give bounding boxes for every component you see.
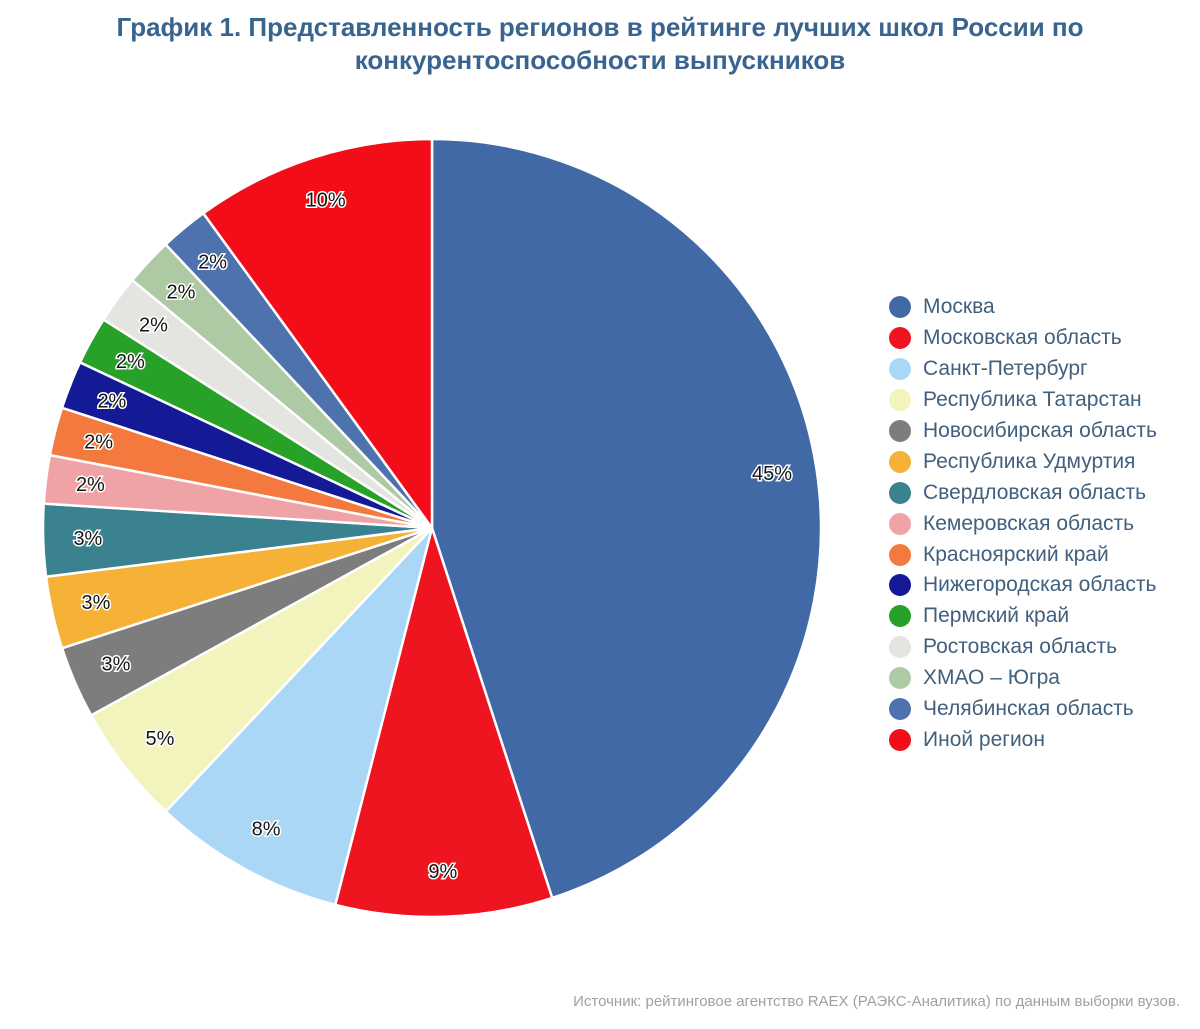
legend-item: Ростовская область	[889, 632, 1157, 663]
legend-swatch	[889, 636, 911, 659]
legend-label: Ростовская область	[923, 635, 1118, 659]
legend-item: Кемеровская область	[889, 508, 1157, 539]
legend-label: Республика Татарстан	[923, 388, 1142, 412]
pie-slice-label: 2%	[116, 351, 145, 373]
pie-slice-label: 3%	[82, 592, 111, 614]
pie-slice-label: 9%	[428, 861, 457, 883]
pie-slice-label: 2%	[76, 474, 105, 496]
legend-label: Свердловская область	[923, 480, 1147, 504]
pie-slice-label: 3%	[102, 654, 131, 676]
legend-swatch	[889, 296, 911, 319]
legend-label: Кемеровская область	[923, 511, 1135, 535]
legend-swatch	[889, 698, 911, 721]
pie-slice-label: 2%	[97, 390, 126, 412]
chart-title: График 1. Представленность регионов в ре…	[116, 12, 1084, 75]
legend-item: Нижегородская область	[889, 570, 1157, 601]
legend-item: Пермский край	[889, 601, 1157, 632]
legend-label: Санкт-Петербург	[923, 357, 1088, 381]
legend-item: ХМАО – Югра	[889, 663, 1157, 694]
legend-label: Челябинская область	[923, 697, 1134, 721]
pie-chart: 45%9%8%5%3%3%3%2%2%2%2%2%2%2%10%	[41, 137, 823, 919]
legend-item: Красноярский край	[889, 539, 1157, 570]
legend-swatch	[889, 728, 911, 751]
legend-swatch	[889, 543, 911, 566]
legend-swatch	[889, 574, 911, 597]
legend-swatch	[889, 481, 911, 504]
pie-slice-label: 2%	[84, 431, 113, 453]
legend-item: Свердловская область	[889, 477, 1157, 508]
legend-item: Московская область	[889, 323, 1157, 354]
legend-label: Иной регион	[923, 727, 1045, 751]
legend-swatch	[889, 512, 911, 535]
legend-label: Красноярский край	[923, 542, 1109, 566]
legend-item: Санкт-Петербург	[889, 354, 1157, 385]
legend-swatch	[889, 420, 911, 442]
legend-label: ХМАО – Югра	[923, 666, 1060, 690]
legend-item: Новосибирская область	[889, 416, 1157, 447]
legend-swatch	[889, 327, 911, 350]
legend-label: Москва	[923, 295, 995, 319]
legend-item: Республика Удмуртия	[889, 446, 1157, 477]
legend-swatch	[889, 667, 911, 690]
pie-slice-label: 2%	[139, 315, 168, 337]
legend-label: Нижегородская область	[923, 573, 1157, 597]
legend-item: Республика Татарстан	[889, 385, 1157, 416]
pie-slice-label: 10%	[306, 190, 346, 212]
pie-slice-label: 5%	[146, 728, 175, 750]
legend-item: Москва	[889, 292, 1157, 323]
pie-slice-label: 3%	[73, 528, 102, 550]
pie-slice	[430, 137, 823, 900]
source-note: Источник: рейтинговое агентство RAEX (РА…	[573, 993, 1180, 1010]
legend-swatch	[889, 605, 911, 628]
pie-slice-label: 45%	[752, 463, 792, 485]
legend-label: Пермский край	[923, 604, 1070, 628]
legend-label: Новосибирская область	[923, 419, 1157, 442]
pie-slice-label: 8%	[252, 819, 281, 841]
legend-swatch	[889, 389, 911, 412]
legend-swatch	[889, 358, 911, 381]
legend-label: Республика Удмуртия	[923, 449, 1136, 473]
pie-slice	[334, 526, 554, 919]
pie-slice-label: 2%	[167, 281, 196, 303]
legend-item: Челябинская область	[889, 694, 1157, 725]
pie-slice-label: 2%	[198, 252, 227, 274]
legend-swatch	[889, 450, 911, 473]
pie-slice	[164, 526, 434, 907]
pie-slice	[202, 137, 434, 530]
legend: Москва Московская область Санкт-Петербург Р…	[889, 292, 1157, 755]
legend-item: Иной регион	[889, 724, 1157, 755]
legend-label: Московская область	[923, 326, 1122, 350]
